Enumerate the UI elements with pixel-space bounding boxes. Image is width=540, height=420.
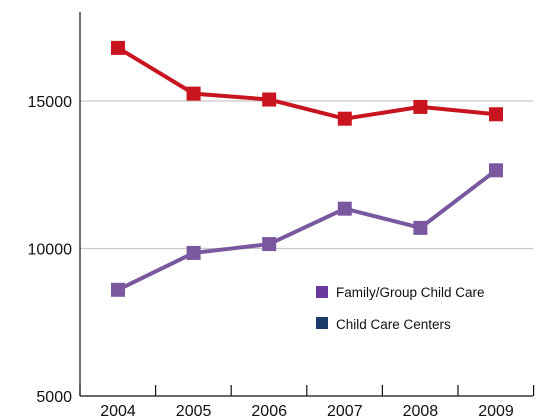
point-family-group-child-care-2004 — [111, 282, 125, 297]
series-layer — [111, 40, 503, 297]
point-family-group-child-care-2009 — [489, 163, 503, 178]
x-tick-label-2005: 2005 — [176, 403, 212, 420]
y-tick-label-10000: 10000 — [28, 242, 73, 259]
point-child-care-centers-2004 — [111, 40, 125, 55]
point-child-care-centers-2007 — [337, 111, 352, 126]
y-tick-label-5000: 5000 — [36, 389, 72, 406]
x-tick-label-2009: 2009 — [478, 403, 514, 420]
point-child-care-centers-2009 — [489, 107, 503, 122]
x-tick-label-2004: 2004 — [100, 403, 136, 420]
series-line-child-care-centers — [116, 46, 497, 121]
x-tick-label-2008: 2008 — [403, 403, 439, 420]
x-ticks: 2004 2005 2006 2007 2008 2009 — [79, 385, 535, 420]
y-tick-labels: 5000 10000 15000 — [28, 94, 73, 406]
point-family-group-child-care-2005 — [186, 245, 201, 260]
legend-label-family-group: Family/Group Child Care — [336, 285, 485, 300]
legend-swatch-child-care-centers — [316, 317, 328, 329]
legend: Family/Group Child Care Child Care Cente… — [316, 285, 485, 332]
series-line-family-group-child-care — [117, 168, 498, 292]
x-tick-label-2006: 2006 — [251, 403, 287, 420]
x-tick-label-2007: 2007 — [327, 403, 363, 420]
point-family-group-child-care-2008 — [413, 220, 428, 235]
point-family-group-child-care-2006 — [262, 237, 277, 252]
legend-swatch-family-group — [316, 286, 328, 298]
gridlines — [80, 100, 533, 250]
point-child-care-centers-2005 — [186, 86, 201, 101]
legend-label-child-care-centers: Child Care Centers — [336, 317, 451, 332]
y-tick-label-15000: 15000 — [28, 94, 73, 111]
point-child-care-centers-2008 — [413, 99, 428, 114]
point-child-care-centers-2006 — [262, 92, 277, 107]
point-family-group-child-care-2007 — [337, 201, 352, 216]
